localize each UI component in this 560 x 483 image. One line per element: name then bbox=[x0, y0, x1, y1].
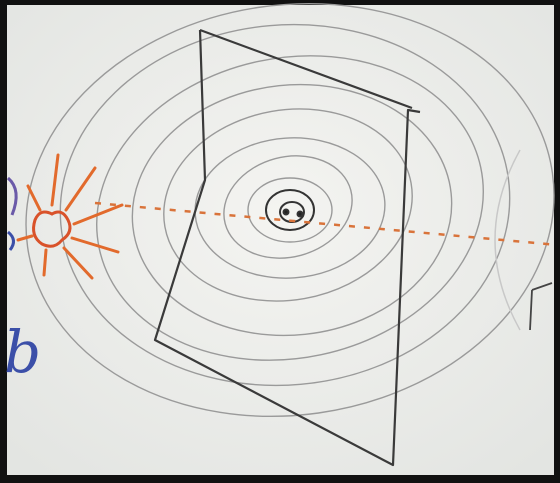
dot bbox=[296, 210, 304, 218]
handwritten-letter: b bbox=[4, 318, 41, 386]
handwriting-stroke bbox=[6, 176, 18, 216]
ring bbox=[131, 83, 453, 337]
sun-ray bbox=[16, 234, 34, 242]
sun-ray bbox=[62, 246, 94, 280]
sun-ray bbox=[42, 248, 48, 277]
sun-ray bbox=[26, 184, 42, 212]
screen-edge bbox=[529, 282, 553, 331]
light-ray bbox=[94, 201, 559, 247]
ring bbox=[25, 2, 555, 418]
sun-ray bbox=[64, 166, 97, 212]
handwriting-stroke bbox=[7, 230, 15, 251]
ring bbox=[223, 155, 353, 259]
spiral-rings bbox=[25, 2, 555, 418]
sun-ray bbox=[70, 236, 120, 254]
ring bbox=[59, 23, 511, 387]
sun-ray bbox=[72, 203, 124, 226]
ring bbox=[247, 177, 333, 243]
dot bbox=[282, 208, 290, 216]
sun-core bbox=[32, 210, 72, 248]
ring bbox=[265, 189, 315, 231]
plane-outline bbox=[153, 28, 421, 467]
sun-ray bbox=[50, 153, 60, 207]
ring bbox=[96, 55, 484, 361]
lens-edge bbox=[494, 149, 521, 331]
sun bbox=[16, 153, 124, 280]
ring bbox=[163, 108, 413, 302]
board bbox=[7, 5, 554, 475]
